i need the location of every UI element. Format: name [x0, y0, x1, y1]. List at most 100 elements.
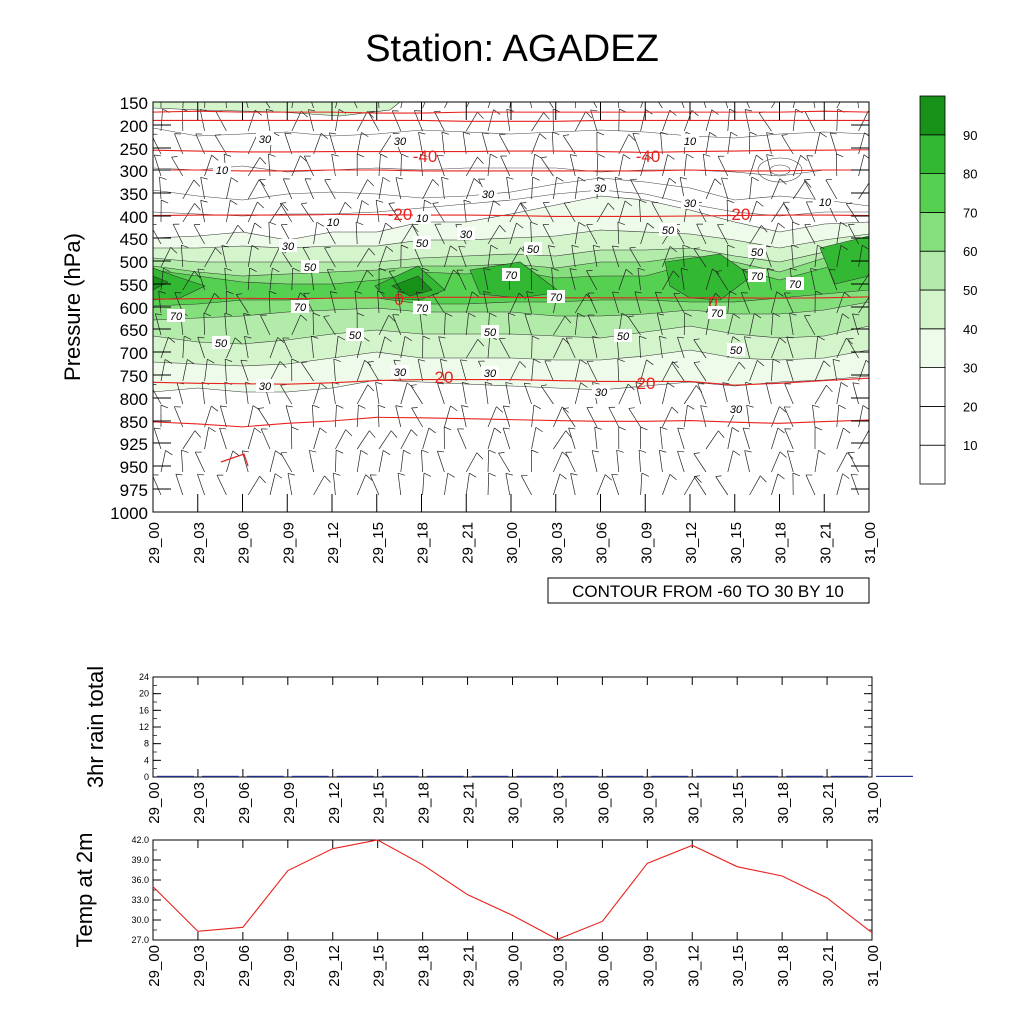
humidity-label-bg: [291, 300, 309, 313]
wind-barb: [638, 450, 641, 473]
wind-barb: [215, 111, 227, 132]
wind-barb: [356, 200, 363, 223]
wind-barb-flag: [777, 473, 785, 480]
wind-barb-flag: [811, 86, 818, 88]
wind-barb: [356, 450, 362, 473]
wind-barb: [542, 202, 554, 223]
wind-barb: [563, 202, 576, 223]
wind-barb: [375, 382, 380, 405]
wind-barb: [523, 383, 532, 405]
wind-barb: [422, 473, 425, 496]
wind-barb: [592, 245, 598, 268]
wind-barb: [356, 132, 362, 155]
wind-barb: [313, 475, 325, 496]
wind-barb-flag: [639, 335, 647, 339]
wind-barb: [727, 132, 732, 155]
wind-barb: [634, 291, 641, 314]
wind-barb-flag: [357, 153, 365, 158]
wind-barb: [658, 450, 663, 473]
wind-barb-flag: [211, 154, 219, 161]
wind-barb-flag: [397, 472, 406, 476]
wind-barb-flag: [842, 313, 850, 319]
wind-barb: [159, 177, 162, 200]
wind-barb: [247, 157, 261, 177]
wind-barb-flag: [520, 202, 527, 204]
wind-barb-flag: [175, 473, 183, 476]
humidity-contour-label: 50: [730, 345, 743, 357]
wind-barb: [247, 179, 260, 200]
wind-barb-flag: [361, 200, 369, 206]
wind-barb-flag: [319, 427, 327, 434]
wind-barb-flag: [183, 335, 192, 340]
wind-barb-flag: [473, 178, 481, 185]
humidity-label-bg: [391, 134, 409, 147]
wind-barb-flag: [519, 361, 527, 368]
temperature-contour-label: 0: [394, 290, 403, 309]
rain-ytick-label: 12: [139, 722, 149, 732]
wind-barb-flag: [268, 153, 276, 157]
wind-barb: [226, 225, 239, 245]
rain-ytick-label: 0: [144, 772, 149, 782]
time-tick-label: 30_06: [594, 522, 611, 564]
wind-barb-flag: [388, 202, 395, 204]
wind-barb-flag: [577, 312, 585, 318]
wind-barb-flag: [590, 109, 598, 112]
wind-barb-flag: [258, 407, 265, 409]
wind-barb-flag: [393, 133, 400, 135]
wind-barb-flag: [154, 154, 162, 157]
wind-barb: [693, 476, 707, 496]
wind-barb: [311, 405, 314, 428]
wind-barb: [804, 224, 816, 245]
wind-barb: [813, 102, 816, 109]
colorbar-segment: [919, 444, 946, 485]
wind-barb-flag: [221, 245, 229, 248]
wind-barb-flag: [420, 153, 428, 157]
wind-barb-flag: [819, 132, 827, 138]
wind-barb-flag: [440, 359, 448, 362]
time-tick-label: 29_06: [236, 522, 253, 564]
rain-xtick-label: 30_09: [640, 782, 657, 824]
wind-barb: [224, 359, 227, 382]
wind-barb: [618, 134, 630, 155]
wind-barb-flag: [826, 384, 833, 393]
wind-barb: [792, 155, 801, 177]
wind-barb: [766, 268, 772, 291]
wind-barb-flag: [345, 429, 353, 437]
wind-barb-flag: [565, 430, 572, 438]
wind-barb: [640, 473, 643, 496]
humidity-contour-label: 70: [789, 279, 802, 291]
wind-barb-flag: [578, 221, 586, 227]
wind-barb: [257, 408, 271, 428]
wind-barb: [787, 450, 794, 473]
rain-bar: [651, 775, 689, 777]
wind-barb-flag: [489, 312, 497, 317]
wind-barb: [400, 102, 403, 109]
time-tick-label: 30_00: [504, 522, 521, 564]
wind-barb: [309, 450, 314, 473]
wind-barb-flag: [682, 244, 690, 248]
wind-barb-flag: [441, 131, 449, 135]
wind-barb: [771, 451, 781, 473]
wind-barb: [683, 385, 697, 405]
wind-barb-flag: [275, 450, 283, 456]
wind-barb: [280, 452, 293, 473]
wind-barb: [422, 179, 433, 200]
wind-barb-flag: [559, 473, 567, 480]
wind-barb: [160, 268, 164, 291]
wind-barb-flag: [709, 131, 717, 137]
pressure-tick-label: 150: [120, 94, 148, 113]
wind-barb-flag: [637, 267, 645, 271]
wind-barb: [640, 222, 648, 245]
wind-barb-flag: [756, 154, 764, 161]
humidity-contour-label: 30: [282, 241, 295, 253]
wind-barb-flag: [634, 291, 642, 294]
wind-barb: [553, 316, 566, 336]
wind-barb: [553, 177, 557, 200]
wind-barb: [836, 102, 841, 109]
wind-barb: [705, 268, 713, 291]
wind-barb-flag: [570, 473, 578, 476]
wind-barb: [487, 109, 494, 132]
wind-barb-flag: [337, 335, 346, 341]
wind-barb-flag: [395, 177, 403, 180]
wind-barb-flag: [568, 427, 576, 430]
